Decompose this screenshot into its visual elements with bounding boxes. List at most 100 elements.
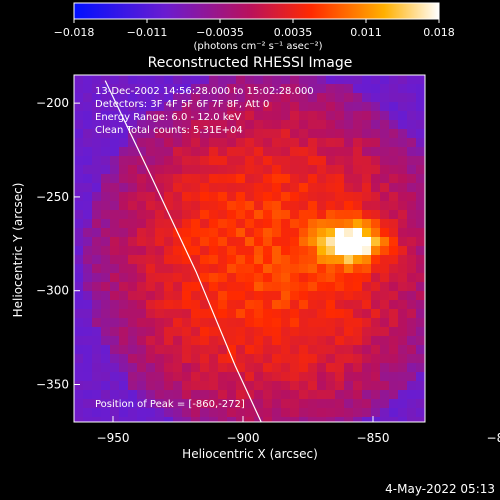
- heatmap-cell: [263, 264, 272, 273]
- heatmap-cell: [182, 408, 191, 417]
- heatmap-cell: [371, 273, 380, 282]
- heatmap-cell: [200, 147, 209, 156]
- heatmap-cell: [380, 345, 389, 354]
- heatmap-cell: [335, 219, 344, 228]
- heatmap-cell: [227, 210, 236, 219]
- heatmap-cell: [371, 417, 380, 422]
- heatmap-cell: [254, 237, 263, 246]
- heatmap-cell: [371, 237, 380, 246]
- heatmap-cell: [137, 246, 146, 255]
- heatmap-cell: [83, 327, 92, 336]
- heatmap-cell: [101, 192, 110, 201]
- heatmap-cell: [326, 147, 335, 156]
- heatmap-cell: [191, 111, 200, 120]
- image-area: [74, 75, 425, 422]
- heatmap-cell: [326, 354, 335, 363]
- heatmap-cell: [254, 282, 263, 291]
- heatmap-cell: [119, 372, 128, 381]
- heatmap-cell: [299, 120, 308, 129]
- heatmap-cell: [218, 300, 227, 309]
- heatmap-cell: [137, 138, 146, 147]
- heatmap-cell: [290, 309, 299, 318]
- heatmap-cell: [173, 219, 182, 228]
- heatmap-cell: [272, 93, 281, 102]
- heatmap-cell: [92, 147, 101, 156]
- heatmap-cell: [326, 372, 335, 381]
- heatmap-cell: [74, 138, 83, 147]
- heatmap-cell: [200, 372, 209, 381]
- heatmap-cell: [344, 255, 353, 264]
- heatmap-cell: [245, 417, 254, 422]
- heatmap-cell: [128, 165, 137, 174]
- heatmap-cell: [344, 165, 353, 174]
- heatmap-cell: [254, 291, 263, 300]
- heatmap-cell: [146, 264, 155, 273]
- heatmap-cell: [137, 75, 146, 84]
- heatmap-cell: [155, 75, 164, 84]
- heatmap-cell: [191, 147, 200, 156]
- heatmap-cell: [254, 138, 263, 147]
- heatmap-cell: [182, 201, 191, 210]
- heatmap-cell: [173, 246, 182, 255]
- heatmap-cell: [344, 93, 353, 102]
- heatmap-cell: [389, 282, 398, 291]
- heatmap-cell: [281, 84, 290, 93]
- heatmap-cell: [290, 408, 299, 417]
- heatmap-cell: [155, 102, 164, 111]
- heatmap-cell: [308, 291, 317, 300]
- heatmap-cell: [101, 147, 110, 156]
- heatmap-cell: [209, 102, 218, 111]
- heatmap-cell: [236, 129, 245, 138]
- heatmap-cell: [101, 183, 110, 192]
- heatmap-cell: [317, 363, 326, 372]
- heatmap-cell: [173, 237, 182, 246]
- heatmap-cell: [326, 201, 335, 210]
- heatmap-cell: [335, 111, 344, 120]
- heatmap-cell: [155, 165, 164, 174]
- heatmap-cell: [218, 156, 227, 165]
- heatmap-cell: [245, 210, 254, 219]
- heatmap-cell: [308, 264, 317, 273]
- heatmap-cell: [209, 156, 218, 165]
- heatmap-cell: [173, 255, 182, 264]
- heatmap-cell: [344, 318, 353, 327]
- heatmap-cell: [119, 111, 128, 120]
- heatmap-cell: [128, 192, 137, 201]
- heatmap-cell: [146, 291, 155, 300]
- heatmap-cell: [308, 120, 317, 129]
- heatmap-cell: [299, 156, 308, 165]
- heatmap-cell: [380, 111, 389, 120]
- heatmap-cell: [227, 156, 236, 165]
- heatmap-cell: [119, 174, 128, 183]
- heatmap-cell: [146, 381, 155, 390]
- heatmap-cell: [380, 84, 389, 93]
- heatmap-cell: [173, 210, 182, 219]
- heatmap-cell: [83, 75, 92, 84]
- heatmap-cell: [362, 417, 371, 422]
- heatmap-cell: [92, 345, 101, 354]
- heatmap-cell: [353, 102, 362, 111]
- heatmap-cell: [353, 381, 362, 390]
- heatmap-cell: [254, 201, 263, 210]
- heatmap-cell: [200, 345, 209, 354]
- heatmap-cell: [362, 84, 371, 93]
- heatmap-cell: [398, 390, 407, 399]
- heatmap-cell: [416, 300, 425, 309]
- heatmap-cell: [353, 408, 362, 417]
- heatmap-cell: [101, 111, 110, 120]
- heatmap-cell: [398, 129, 407, 138]
- heatmap-cell: [92, 102, 101, 111]
- heatmap-cell: [389, 102, 398, 111]
- heatmap-cell: [218, 345, 227, 354]
- heatmap-cell: [281, 264, 290, 273]
- heatmap-cell: [92, 318, 101, 327]
- heatmap-cell: [110, 93, 119, 102]
- heatmap-cell: [182, 129, 191, 138]
- heatmap-cell: [281, 75, 290, 84]
- heatmap-cell: [74, 345, 83, 354]
- heatmap-cell: [416, 201, 425, 210]
- heatmap-cell: [164, 354, 173, 363]
- heatmap-cell: [110, 174, 119, 183]
- heatmap-cell: [164, 192, 173, 201]
- heatmap-cell: [371, 363, 380, 372]
